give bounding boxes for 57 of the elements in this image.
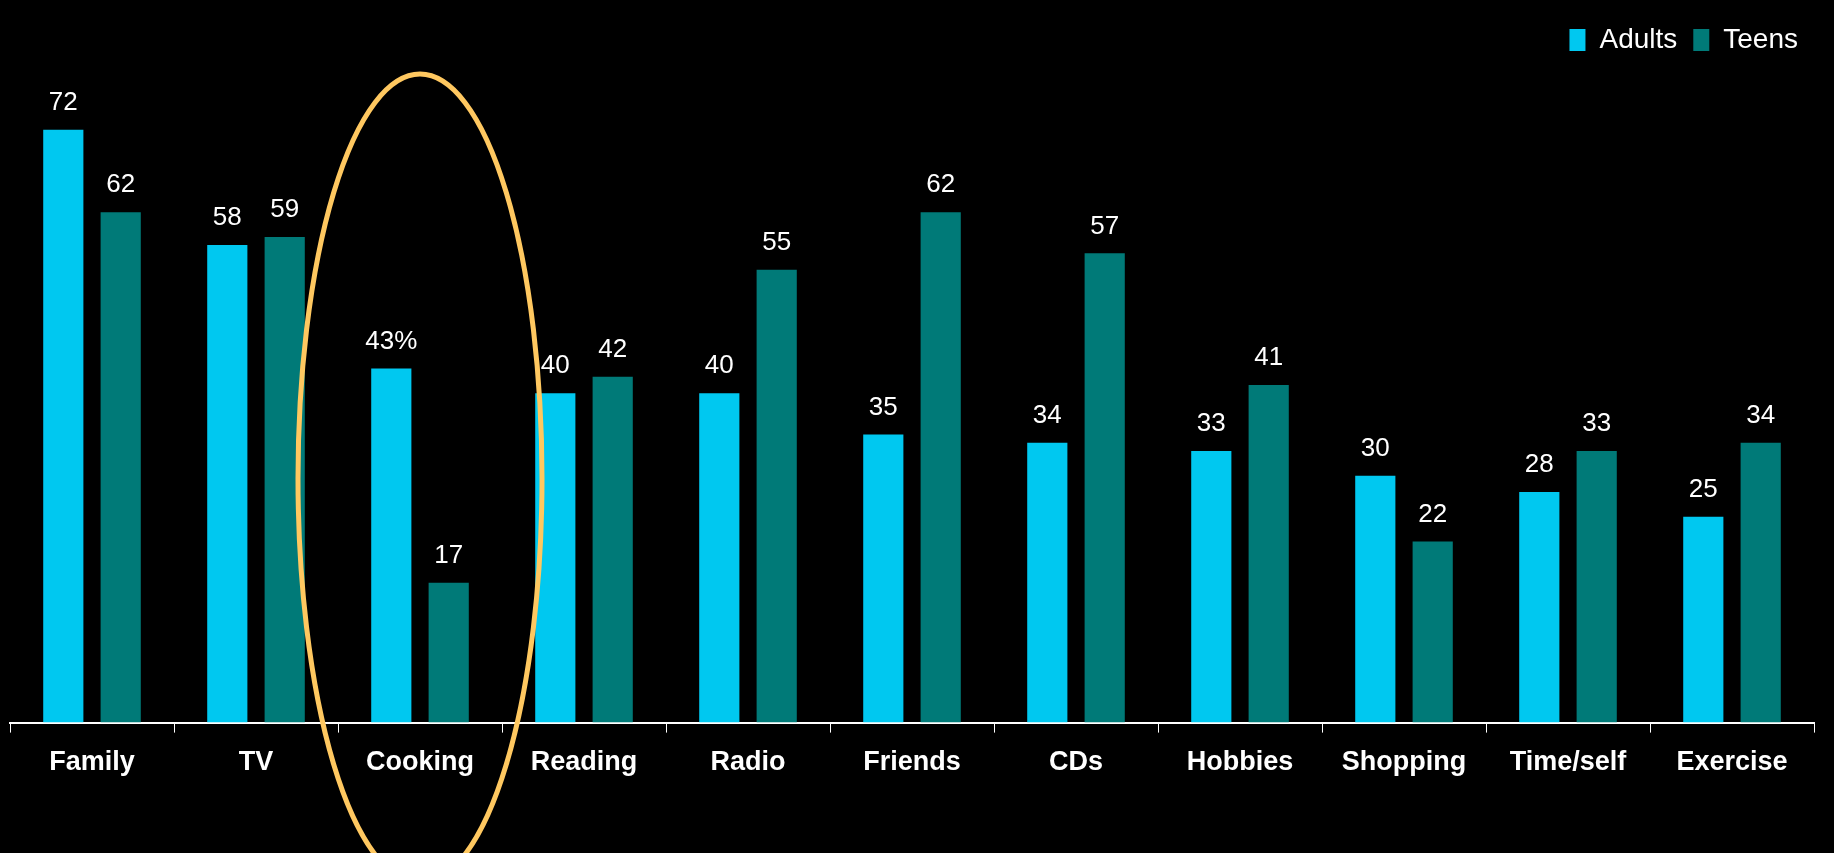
legend-label: Teens: [1723, 22, 1798, 54]
data-label: 62: [106, 168, 136, 199]
x-tick-label: Time/self: [1509, 746, 1628, 777]
data-label: 72: [48, 86, 78, 117]
data-label: 34: [1032, 398, 1062, 429]
data-label: 25: [1688, 472, 1718, 503]
data-label: 42: [598, 333, 628, 364]
bar: [428, 582, 469, 723]
x-tick-label: CDs: [1048, 746, 1104, 777]
x-tick-label: Shopping: [1341, 746, 1467, 777]
x-tick-label: Hobbies: [1186, 746, 1294, 777]
bar: [1519, 492, 1560, 723]
bar: [920, 212, 961, 723]
data-label: 33: [1582, 407, 1612, 438]
x-tick-label: Family: [49, 746, 135, 777]
data-label: 55: [762, 225, 792, 256]
x-tick-label: TV: [238, 746, 274, 777]
x-tick-label: Exercise: [1676, 746, 1788, 777]
bar: [1576, 450, 1617, 723]
bar: [535, 393, 576, 723]
data-label: 43%: [365, 324, 418, 355]
data-label: 22: [1418, 497, 1448, 528]
data-label: 41: [1254, 341, 1284, 372]
bar: [1683, 516, 1724, 723]
bar: [1740, 442, 1781, 723]
bar: [1248, 385, 1289, 723]
bar: [264, 236, 305, 723]
data-label: 59: [270, 193, 300, 224]
data-label: 40: [704, 349, 734, 380]
data-label: 40: [540, 349, 570, 380]
x-tick-label: Cooking: [366, 746, 474, 777]
bar: [1027, 442, 1068, 723]
bar: [863, 434, 904, 723]
data-label: 35: [868, 390, 898, 421]
bar: [100, 212, 141, 723]
x-tick-label: Friends: [863, 746, 961, 777]
bar: [1355, 475, 1396, 723]
data-label: 17: [434, 538, 464, 569]
data-label: 58: [212, 201, 242, 232]
bar: [1191, 450, 1232, 723]
data-label: 62: [926, 168, 956, 199]
bar: [43, 129, 84, 723]
bar: [756, 269, 797, 723]
bar: [207, 245, 248, 723]
bar: [1412, 541, 1453, 723]
data-label: 34: [1746, 398, 1776, 429]
x-tick-label: Radio: [710, 746, 786, 777]
bar: [699, 393, 740, 723]
bar: [592, 376, 633, 723]
data-label: 33: [1196, 407, 1226, 438]
x-tick-label: Reading: [530, 746, 638, 777]
bar: [1084, 253, 1125, 723]
bar: [371, 368, 412, 723]
data-label: 30: [1360, 431, 1390, 462]
data-label: 28: [1524, 448, 1554, 479]
legend-label: Adults: [1599, 22, 1678, 54]
data-label: 57: [1090, 209, 1120, 240]
